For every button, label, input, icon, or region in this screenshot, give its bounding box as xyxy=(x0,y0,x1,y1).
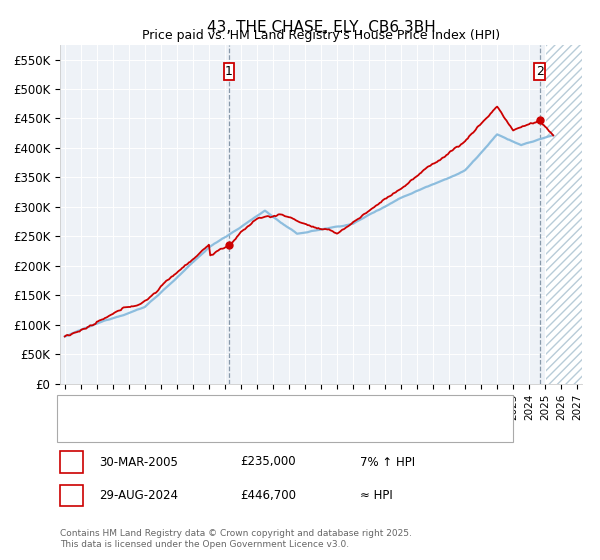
FancyBboxPatch shape xyxy=(224,63,234,80)
Text: 7% ↑ HPI: 7% ↑ HPI xyxy=(360,455,415,469)
Text: £446,700: £446,700 xyxy=(240,489,296,502)
Text: 1: 1 xyxy=(225,65,233,78)
Text: 2: 2 xyxy=(68,489,75,502)
FancyBboxPatch shape xyxy=(535,63,545,80)
Text: ≈ HPI: ≈ HPI xyxy=(360,489,393,502)
Text: 30-MAR-2005: 30-MAR-2005 xyxy=(99,455,178,469)
Text: 2: 2 xyxy=(536,65,544,78)
Text: Price paid vs. HM Land Registry's House Price Index (HPI): Price paid vs. HM Land Registry's House … xyxy=(142,29,500,42)
Bar xyxy=(547,45,582,384)
Text: 43, THE CHASE, ELY, CB6 3BH: 43, THE CHASE, ELY, CB6 3BH xyxy=(206,20,436,35)
Text: HPI: Average price, detached house, East Cambridgeshire: HPI: Average price, detached house, East… xyxy=(105,423,427,433)
Text: Contains HM Land Registry data © Crown copyright and database right 2025.
This d: Contains HM Land Registry data © Crown c… xyxy=(60,529,412,549)
Bar xyxy=(547,45,582,384)
Text: £235,000: £235,000 xyxy=(240,455,296,469)
Text: 1: 1 xyxy=(68,455,75,469)
Text: 29-AUG-2024: 29-AUG-2024 xyxy=(99,489,178,502)
Text: 43, THE CHASE, ELY, CB6 3BH (detached house): 43, THE CHASE, ELY, CB6 3BH (detached ho… xyxy=(105,404,373,414)
